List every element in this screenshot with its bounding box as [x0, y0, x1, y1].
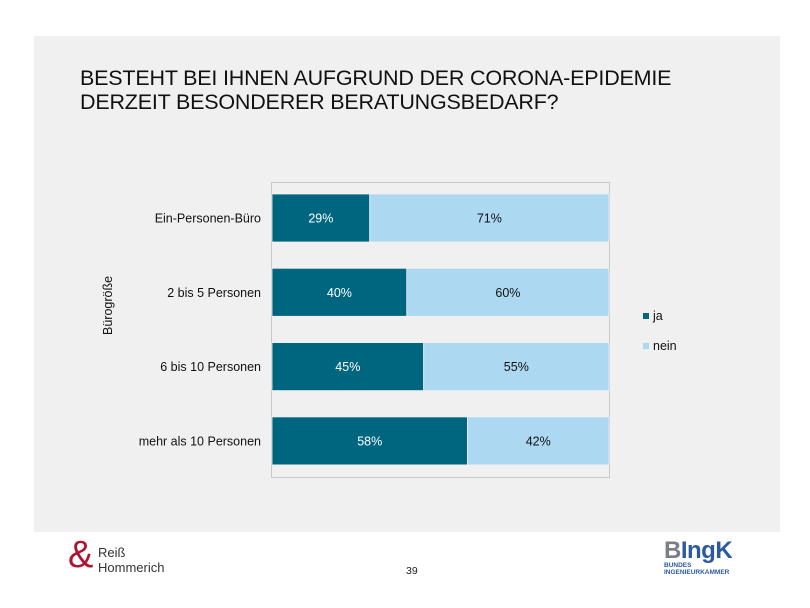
legend-swatch-ja [643, 313, 649, 319]
data-label-ja-1: 29% [308, 212, 333, 226]
bar-ja-4 [271, 416, 468, 466]
bar-nein-4 [467, 416, 610, 466]
bar-ja-3 [271, 342, 425, 392]
legend-item-ja: ja [643, 309, 663, 323]
bar-nein-1 [369, 193, 610, 243]
data-label-nein-1: 71% [477, 212, 502, 226]
bar-nein-3 [423, 342, 610, 392]
data-label-ja-4: 58% [357, 434, 382, 448]
page-number: 39 [406, 565, 418, 577]
data-label-ja-2: 40% [327, 286, 352, 300]
category-label-1: Ein-Personen-Büro [155, 212, 261, 226]
y-axis-label: Bürogröße [101, 275, 115, 335]
data-label-nein-3: 55% [504, 360, 529, 374]
legend-swatch-nein [643, 343, 649, 349]
logo-text-reiss: Reiß [98, 545, 126, 560]
slide-title: BESTEHT BEI IHNEN AUFGRUND DER CORONA-EP… [80, 66, 671, 114]
logo-ampersand: & [68, 534, 94, 576]
category-label-4: mehr als 10 Personen [139, 434, 261, 448]
title-line-1: BESTEHT BEI IHNEN AUFGRUND DER CORONA-EP… [80, 66, 672, 90]
logo-text-hommerich: Hommerich [98, 560, 165, 575]
logo-bingk-b: B [664, 537, 681, 564]
category-label-3: 6 bis 10 Personen [160, 360, 261, 374]
bar-nein-2 [406, 267, 610, 317]
title-line-2: DERZEIT BESONDERER BERATUNGSBEDARF? [80, 90, 559, 114]
bar-ja-2 [271, 267, 408, 317]
data-label-nein-2: 60% [495, 286, 520, 300]
category-label-2: 2 bis 5 Personen [167, 286, 261, 300]
logo-bingk-ingenieurkammer: INGENIEURKAMMER [664, 569, 730, 576]
data-label-ja-3: 45% [335, 360, 360, 374]
bingk-logo: BIngK BUNDES INGENIEURKAMMER [664, 537, 754, 580]
data-label-nein-4: 42% [526, 434, 551, 448]
logo-bingk-ingk: IngK [680, 537, 733, 564]
reiss-hommerich-logo: & Reiß Hommerich [68, 535, 178, 581]
plot-area-frame [271, 182, 610, 478]
legend-label-nein: nein [653, 339, 677, 353]
legend-item-nein: nein [643, 339, 677, 353]
legend-label-ja: ja [653, 309, 663, 323]
logo-bingk-bundes: BUNDES [664, 562, 692, 569]
